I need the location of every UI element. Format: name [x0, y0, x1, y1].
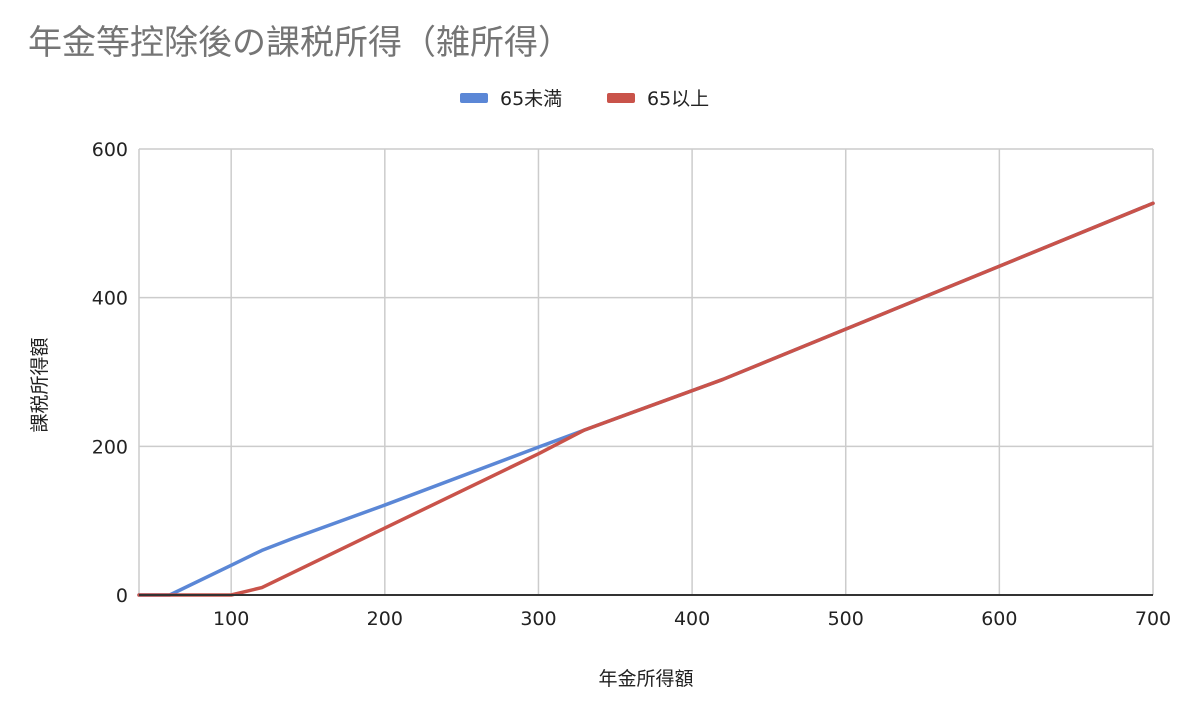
x-tick-label-400: 400 [674, 608, 710, 630]
legend-swatch-2 [607, 93, 635, 103]
x-axis-title: 年金所得額 [598, 668, 693, 690]
y-tick-label-400: 400 [92, 288, 128, 310]
series-line-2 [137, 201, 1155, 597]
series-group [137, 201, 1155, 597]
legend-label-1: 65未満 [500, 88, 562, 110]
gridlines [138, 148, 1154, 595]
x-tick-label-600: 600 [981, 608, 1017, 630]
y-tick-labels: 0 200 400 600 [92, 139, 128, 607]
y-axis-title: 課税所得額 [29, 337, 51, 432]
x-tick-label-500: 500 [828, 608, 864, 630]
chart-title: 年金等控除後の課税所得（雑所得） [28, 23, 572, 63]
legend: 65未満 65以上 [460, 88, 709, 110]
y-tick-label-0: 0 [116, 585, 128, 607]
y-tick-label-200: 200 [92, 436, 128, 458]
y-tick-label-600: 600 [92, 139, 128, 161]
legend-label-2: 65以上 [647, 88, 709, 110]
x-tick-label-700: 700 [1135, 608, 1171, 630]
x-tick-label-100: 100 [213, 608, 249, 630]
legend-swatch-1 [460, 93, 488, 103]
x-tick-label-300: 300 [520, 608, 556, 630]
x-tick-labels: 100 200 300 400 500 600 700 [213, 608, 1171, 630]
x-tick-label-200: 200 [367, 608, 403, 630]
series-line-1 [137, 201, 1155, 597]
